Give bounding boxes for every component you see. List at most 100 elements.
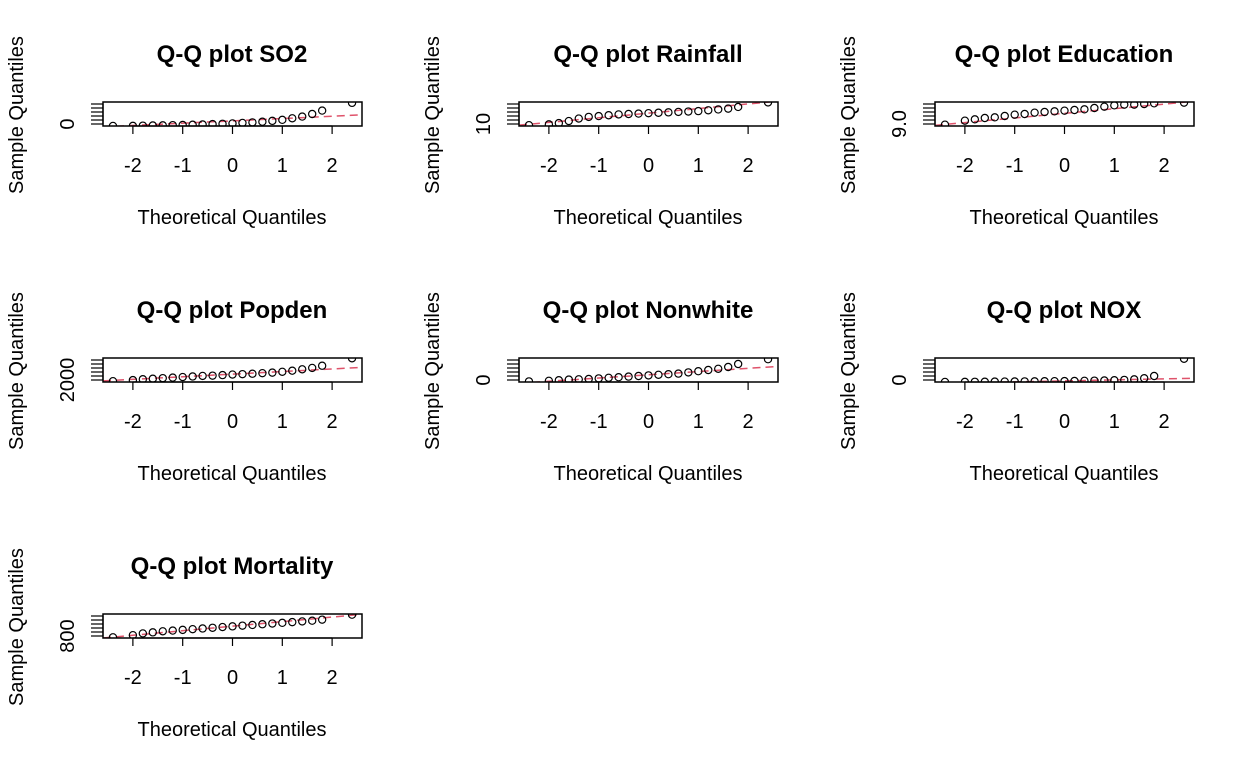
data-point: [138, 629, 148, 638]
x-tick-label: 0: [643, 411, 654, 433]
data-point: [228, 370, 237, 379]
data-point: [1060, 106, 1069, 115]
plot-region: [519, 102, 778, 126]
x-tick-label: 2: [327, 667, 338, 689]
data-point: [218, 370, 227, 380]
panel-title: Q-Q plot Education: [955, 41, 1174, 68]
x-tick-label: 1: [693, 411, 704, 433]
x-tick-label: -2: [124, 411, 142, 433]
data-point: [704, 365, 713, 375]
data-point: [278, 367, 287, 376]
data-point: [298, 365, 307, 374]
data-point: [288, 366, 297, 375]
data-point: [1010, 110, 1019, 119]
data-point: [733, 359, 743, 369]
data-point: [307, 109, 317, 119]
data-point: [128, 375, 138, 382]
data-point: [288, 114, 297, 123]
x-tick-label: 1: [1109, 155, 1120, 177]
x-tick-label: -2: [956, 155, 974, 177]
data-point: [980, 113, 990, 123]
data-point: [733, 102, 743, 112]
data-point: [644, 371, 653, 380]
x-tick-label: 0: [643, 155, 654, 177]
data-point: [198, 624, 207, 633]
data-point: [278, 618, 287, 628]
x-tick-label: 1: [693, 155, 704, 177]
data-point: [584, 374, 593, 382]
data-point: [168, 373, 177, 382]
data-point: [970, 115, 980, 124]
data-point: [307, 363, 317, 373]
data-point: [714, 364, 723, 373]
data-point: [960, 116, 970, 125]
x-axis-label: Theoretical Quantiles: [138, 207, 327, 229]
data-point: [1050, 107, 1059, 116]
data-point: [228, 119, 237, 126]
data-point: [148, 628, 158, 637]
data-point: [188, 372, 197, 381]
data-point: [704, 106, 713, 115]
qq-panel: Q-Q plot Popden -2 -1 0 1 2 2000 Theoretical Qu…: [6, 292, 363, 485]
x-tick-label: -1: [174, 667, 192, 689]
data-point: [1020, 109, 1029, 119]
x-axis-label: Theoretical Quantiles: [554, 463, 743, 485]
data-point: [723, 104, 733, 113]
data-point: [347, 102, 357, 108]
data-point: [694, 106, 703, 116]
data-point: [168, 120, 177, 126]
qq-panel: Q-Q plot Nonwhite -2 -1 0 1 2 0 Theoretical Qua…: [422, 292, 779, 485]
panel-title: Q-Q plot Rainfall: [553, 41, 742, 68]
panel-title: Q-Q plot Popden: [137, 297, 328, 324]
data-point: [218, 622, 227, 632]
y-axis-label: Sample Quantiles: [838, 36, 860, 194]
data-point: [1040, 107, 1049, 117]
data-point: [307, 616, 317, 625]
data-point: [1110, 102, 1119, 110]
data-point: [723, 362, 733, 372]
qq-panel: Q-Q plot Rainfall -2 -1 0 1 2 10 Theoretical Qu…: [422, 36, 779, 229]
data-point: [554, 376, 564, 382]
y-tick-label: 0: [473, 374, 495, 385]
data-point: [524, 120, 534, 126]
data-point: [634, 109, 643, 118]
data-point: [248, 369, 257, 378]
data-point: [940, 120, 950, 126]
data-point: [178, 372, 187, 382]
x-axis-label: Theoretical Quantiles: [554, 207, 743, 229]
data-point: [1149, 102, 1159, 108]
data-point: [654, 108, 663, 117]
data-point: [714, 105, 723, 114]
data-point: [298, 112, 307, 121]
data-point: [238, 369, 247, 379]
y-axis-label: Sample Quantiles: [6, 292, 28, 450]
data-point: [574, 114, 583, 123]
data-point: [554, 118, 564, 126]
plot-region: [105, 102, 362, 126]
x-tick-label: 0: [227, 155, 238, 177]
data-point: [228, 622, 237, 631]
y-tick-label: 0: [889, 374, 911, 385]
x-tick-label: 0: [1059, 411, 1070, 433]
qq-reference-line: [105, 114, 362, 126]
data-point: [298, 617, 307, 626]
data-point: [188, 624, 197, 634]
data-point: [763, 358, 773, 364]
panel-title: Q-Q plot NOX: [987, 297, 1142, 324]
plot-box: [518, 101, 779, 127]
data-point: [1000, 111, 1009, 121]
x-tick-label: -2: [540, 155, 558, 177]
data-point: [694, 367, 703, 376]
data-point: [594, 111, 603, 121]
x-tick-label: -2: [124, 155, 142, 177]
y-tick-label: 800: [57, 619, 79, 652]
plot-region: [940, 358, 1194, 382]
data-point: [1080, 376, 1089, 382]
x-tick-label: -1: [590, 155, 608, 177]
data-point: [1090, 376, 1099, 382]
data-point: [634, 371, 643, 381]
panel-title: Q-Q plot Mortality: [131, 553, 334, 580]
data-point: [614, 110, 623, 119]
data-point: [317, 361, 327, 370]
data-point: [258, 368, 267, 378]
